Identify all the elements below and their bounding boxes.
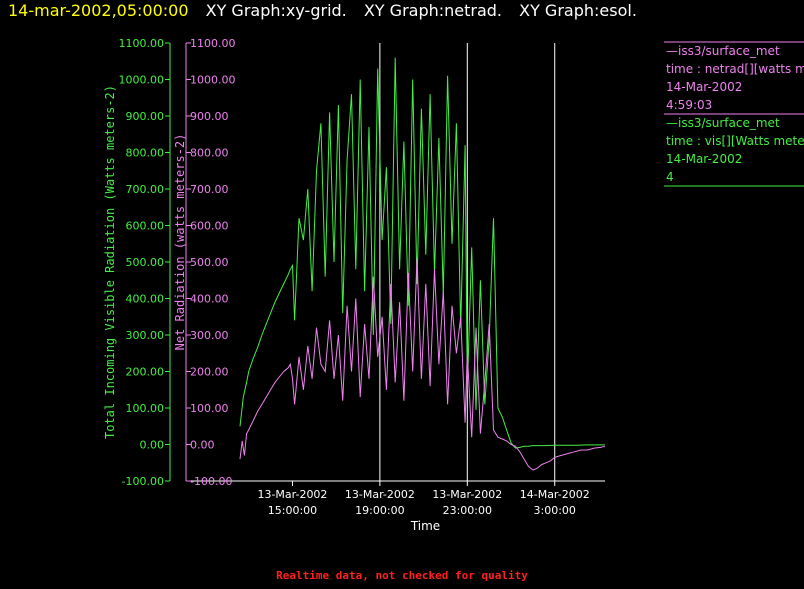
graph-title-xy-grid: XY Graph:xy-grid. bbox=[205, 1, 347, 20]
right-y-tick-label: 1000.00 bbox=[190, 74, 236, 87]
left-y-tick-label: 1100.00 bbox=[119, 37, 165, 50]
left-y-tick-label: 300.00 bbox=[126, 329, 165, 342]
left-y-tick-label: 700.00 bbox=[126, 183, 165, 196]
left-y-tick-label: 600.00 bbox=[126, 220, 165, 233]
left-y-tick-label: 500.00 bbox=[126, 256, 165, 269]
right-y-tick-label: 100.00 bbox=[190, 402, 229, 415]
right-y-tick-label: 300.00 bbox=[190, 329, 229, 342]
left-y-tick-label: 100.00 bbox=[126, 402, 165, 415]
grid-layer bbox=[379, 43, 556, 481]
graph-title-netrad: XY Graph:netrad. bbox=[363, 1, 503, 20]
left-y-axis-label: Total Incoming Visible Radiation (Watts … bbox=[103, 85, 117, 439]
left-y-tick-label: 800.00 bbox=[126, 147, 165, 160]
right-y-tick-label: 600.00 bbox=[190, 220, 229, 233]
right-y-tick-label: 700.00 bbox=[190, 183, 229, 196]
right-y-axis-label: Net Radiation (watts meters-2) bbox=[173, 134, 187, 351]
x-tick-date: 14-Mar-2002 bbox=[520, 488, 590, 501]
quality-footnote: Realtime data, not checked for quality bbox=[276, 569, 528, 582]
right-y-tick-label: 1100.00 bbox=[190, 37, 236, 50]
x-tick-date: 13-Mar-2002 bbox=[345, 488, 415, 501]
legend-netrad-variable: time : netrad[][watts meters-2] bbox=[666, 62, 804, 76]
left-y-tick-label: 900.00 bbox=[126, 110, 165, 123]
legend-vis-value: 4 bbox=[666, 170, 674, 184]
legend-netrad-station: —iss3/surface_met bbox=[666, 44, 780, 58]
timestamp-title: 14-mar-2002,05:00:00 bbox=[8, 1, 189, 20]
left-y-tick-label: 1000.00 bbox=[119, 74, 165, 87]
legend-netrad-value: 4:59:03 bbox=[666, 98, 713, 112]
series-layer bbox=[239, 57, 606, 471]
legend-vis-date: 14-Mar-2002 bbox=[666, 152, 743, 166]
x-tick-time: 3:00:00 bbox=[534, 504, 576, 517]
right-y-tick-label: 400.00 bbox=[190, 293, 229, 306]
x-tick-date: 13-Mar-2002 bbox=[432, 488, 502, 501]
x-tick-date: 13-Mar-2002 bbox=[257, 488, 327, 501]
right-y-tick-label: 500.00 bbox=[190, 256, 229, 269]
right-y-tick-label: 900.00 bbox=[190, 110, 229, 123]
series-line-netrad bbox=[239, 258, 606, 471]
left-y-tick-label: 200.00 bbox=[126, 366, 165, 379]
labels-layer: -100.00 -100.00 0.00 0.00 100.00 100.00 200.00… bbox=[103, 37, 590, 533]
axes-layer bbox=[165, 42, 605, 486]
left-y-tick-label: 0.00 bbox=[140, 439, 165, 452]
graph-title-esol: XY Graph:esol. bbox=[519, 1, 637, 20]
left-y-tick-label: 400.00 bbox=[126, 293, 165, 306]
x-tick-time: 23:00:00 bbox=[443, 504, 492, 517]
legend-netrad-date: 14-Mar-2002 bbox=[666, 80, 743, 94]
title-bar: 14-mar-2002,05:00:00 XY Graph:xy-grid. X… bbox=[8, 0, 649, 22]
right-y-tick-label: 800.00 bbox=[190, 147, 229, 160]
legend-vis: —iss3/surface_met time : vis[][Watts met… bbox=[664, 114, 804, 186]
left-y-tick-label: -100.00 bbox=[122, 475, 164, 488]
legend-vis-station: —iss3/surface_met bbox=[666, 116, 780, 130]
series-line-vis bbox=[239, 57, 605, 449]
right-y-tick-label: 200.00 bbox=[190, 366, 229, 379]
legend-netrad: —iss3/surface_met time : netrad[][watts … bbox=[664, 42, 804, 114]
right-y-tick-label: -100.00 bbox=[190, 475, 232, 488]
legend-vis-variable: time : vis[][Watts meters-2] bbox=[666, 134, 804, 148]
right-y-tick-label: 0.00 bbox=[190, 439, 215, 452]
x-tick-time: 15:00:00 bbox=[268, 504, 317, 517]
x-axis-label: Time bbox=[410, 519, 440, 533]
x-tick-time: 19:00:00 bbox=[355, 504, 404, 517]
